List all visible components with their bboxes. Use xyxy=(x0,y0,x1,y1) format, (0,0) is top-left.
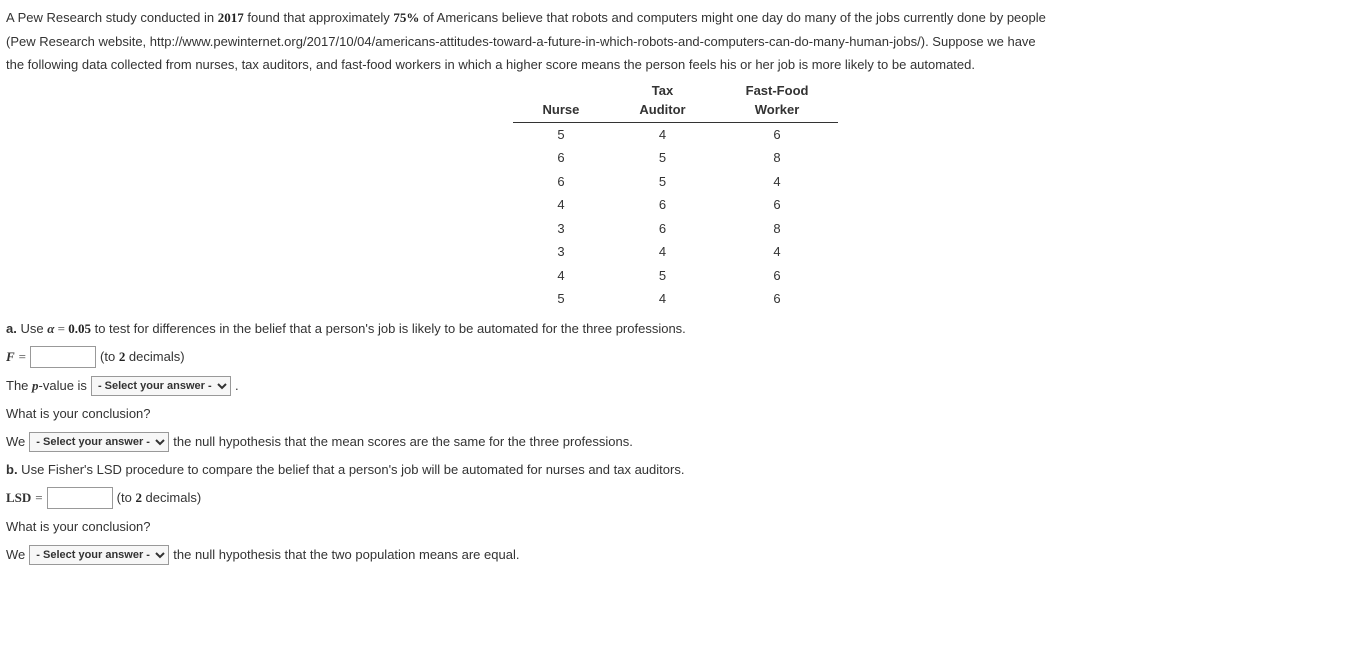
equals-sign: = xyxy=(19,347,26,367)
header-text: Worker xyxy=(746,100,809,120)
header-text: Nurse xyxy=(543,100,580,120)
intro-text: found that approximately xyxy=(244,10,394,25)
table-cell: 8 xyxy=(716,146,839,170)
intro-line3: the following data collected from nurses… xyxy=(6,55,1345,75)
intro-text: of Americans believe that robots and com… xyxy=(419,10,1046,25)
table-cell: 6 xyxy=(609,217,715,241)
percent-value: 75% xyxy=(393,10,419,25)
f-stat-line: F = (to 2 decimals) xyxy=(6,346,1345,368)
table-cell: 4 xyxy=(609,240,715,264)
table-row: 456 xyxy=(513,264,839,288)
table-cell: 4 xyxy=(513,264,610,288)
equals-sign: = xyxy=(35,488,42,508)
table-cell: 4 xyxy=(513,193,610,217)
prompt-text: Use xyxy=(17,321,47,336)
conclusion-b-line: We - Select your answer - the null hypot… xyxy=(6,545,1345,565)
col-header-nurse: Nurse xyxy=(513,79,610,123)
pvalue-mid: -value is xyxy=(39,378,87,393)
p-value-line: The p-value is - Select your answer - . xyxy=(6,376,1345,396)
f-variable: F xyxy=(6,347,15,367)
table-cell: 6 xyxy=(716,122,839,146)
table-cell: 4 xyxy=(716,240,839,264)
header-text: Tax xyxy=(639,81,685,101)
data-table: Nurse Tax Auditor Fast-Food Worker 54665… xyxy=(513,79,839,311)
period: . xyxy=(235,376,239,396)
we-text: We xyxy=(6,432,25,452)
col-header-tax-auditor: Tax Auditor xyxy=(609,79,715,123)
part-b-prompt: b. Use Fisher's LSD procedure to compare… xyxy=(6,460,1345,480)
table-row: 368 xyxy=(513,217,839,241)
equals-sign: = xyxy=(54,321,68,336)
conclusion-question-b: What is your conclusion? xyxy=(6,517,1345,537)
table-row: 658 xyxy=(513,146,839,170)
prompt-text: to test for differences in the belief th… xyxy=(91,321,686,336)
conclusion-a-select[interactable]: - Select your answer - xyxy=(29,432,169,452)
header-text: Auditor xyxy=(639,100,685,120)
we-text: We xyxy=(6,545,25,565)
table-cell: 8 xyxy=(716,217,839,241)
decimals-hint: (to 2 decimals) xyxy=(100,347,185,367)
intro-text: A Pew Research study conducted in xyxy=(6,10,218,25)
lsd-variable: LSD xyxy=(6,488,31,508)
alpha-value: 0.05 xyxy=(68,321,91,336)
table-cell: 3 xyxy=(513,240,610,264)
table-cell: 5 xyxy=(609,264,715,288)
table-row: 546 xyxy=(513,122,839,146)
part-b-label: b. xyxy=(6,462,18,477)
part-a-prompt: a. Use α = 0.05 to test for differences … xyxy=(6,319,1345,339)
table-cell: 4 xyxy=(716,170,839,194)
pvalue-pre: The xyxy=(6,378,32,393)
decimals-hint: (to 2 decimals) xyxy=(117,488,202,508)
lsd-value-input[interactable] xyxy=(47,487,113,509)
table-cell: 4 xyxy=(609,122,715,146)
header-text: Fast-Food xyxy=(746,81,809,101)
table-cell: 6 xyxy=(513,146,610,170)
part-a-label: a. xyxy=(6,321,17,336)
table-row: 344 xyxy=(513,240,839,264)
table-cell: 5 xyxy=(609,170,715,194)
table-body: 546658654466368344456546 xyxy=(513,122,839,311)
table-cell: 5 xyxy=(513,287,610,311)
conclusion-a-line: We - Select your answer - the null hypot… xyxy=(6,432,1345,452)
prompt-text: Use Fisher's LSD procedure to compare th… xyxy=(18,462,685,477)
conclusion-b-select[interactable]: - Select your answer - xyxy=(29,545,169,565)
year-value: 2017 xyxy=(218,10,244,25)
table-cell: 5 xyxy=(609,146,715,170)
conclusion-a-text: the null hypothesis that the mean scores… xyxy=(173,432,633,452)
table-cell: 6 xyxy=(513,170,610,194)
conclusion-question-a: What is your conclusion? xyxy=(6,404,1345,424)
lsd-line: LSD = (to 2 decimals) xyxy=(6,487,1345,509)
intro-line2: (Pew Research website, http://www.pewint… xyxy=(6,32,1345,52)
p-value-select[interactable]: - Select your answer - xyxy=(91,376,231,396)
table-row: 654 xyxy=(513,170,839,194)
table-cell: 4 xyxy=(609,287,715,311)
table-cell: 6 xyxy=(716,264,839,288)
table-cell: 3 xyxy=(513,217,610,241)
col-header-fast-food: Fast-Food Worker xyxy=(716,79,839,123)
table-cell: 6 xyxy=(716,287,839,311)
conclusion-b-text: the null hypothesis that the two populat… xyxy=(173,545,519,565)
table-cell: 6 xyxy=(716,193,839,217)
intro-line1: A Pew Research study conducted in 2017 f… xyxy=(6,8,1345,28)
table-cell: 6 xyxy=(609,193,715,217)
table-row: 466 xyxy=(513,193,839,217)
f-value-input[interactable] xyxy=(30,346,96,368)
table-cell: 5 xyxy=(513,122,610,146)
table-row: 546 xyxy=(513,287,839,311)
